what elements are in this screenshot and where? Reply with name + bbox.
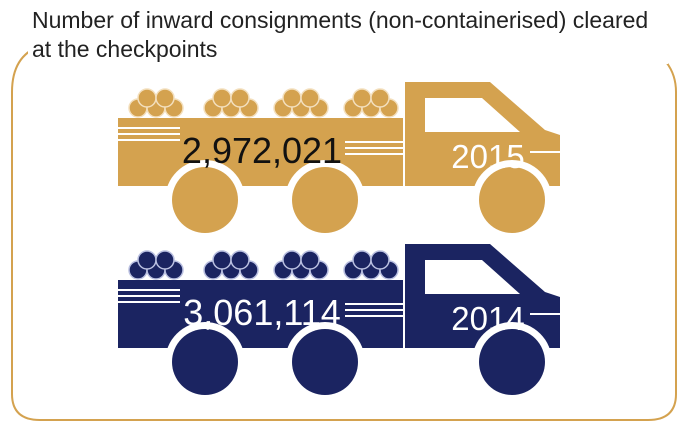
cargo-ball [353,251,371,269]
wheel [292,167,358,233]
cargo-ball [353,89,371,107]
cargo-ball [231,89,249,107]
cargo-ball [283,251,301,269]
cargo-ball [213,89,231,107]
wheel [479,167,545,233]
cargo-ball [138,89,156,107]
trucks: 2,972,021 2015 3,061,114 2014 [118,82,560,402]
wheel [172,329,238,395]
year: 2014 [451,300,524,337]
cargo-ball [156,89,174,107]
wheel [479,329,545,395]
wheel [292,329,358,395]
cargo-ball [213,251,231,269]
cargo-ball [138,251,156,269]
truck: 2,972,021 2015 [118,82,560,240]
year: 2015 [451,138,524,175]
infographic: Number of inward consignments (non-conta… [0,0,688,430]
cargo-ball [231,251,249,269]
consignment-count: 2,972,021 [182,130,342,171]
title-box: Number of inward consignments (non-conta… [28,6,668,70]
truck: 3,061,114 2014 [118,244,560,402]
cargo-ball [283,89,301,107]
cargo-ball [156,251,174,269]
cargo-ball [301,89,319,107]
cargo-ball [301,251,319,269]
cargo-ball [371,251,389,269]
consignment-count: 3,061,114 [183,292,340,333]
wheel [172,167,238,233]
title: Number of inward consignments (non-conta… [28,6,668,64]
cargo-ball [371,89,389,107]
